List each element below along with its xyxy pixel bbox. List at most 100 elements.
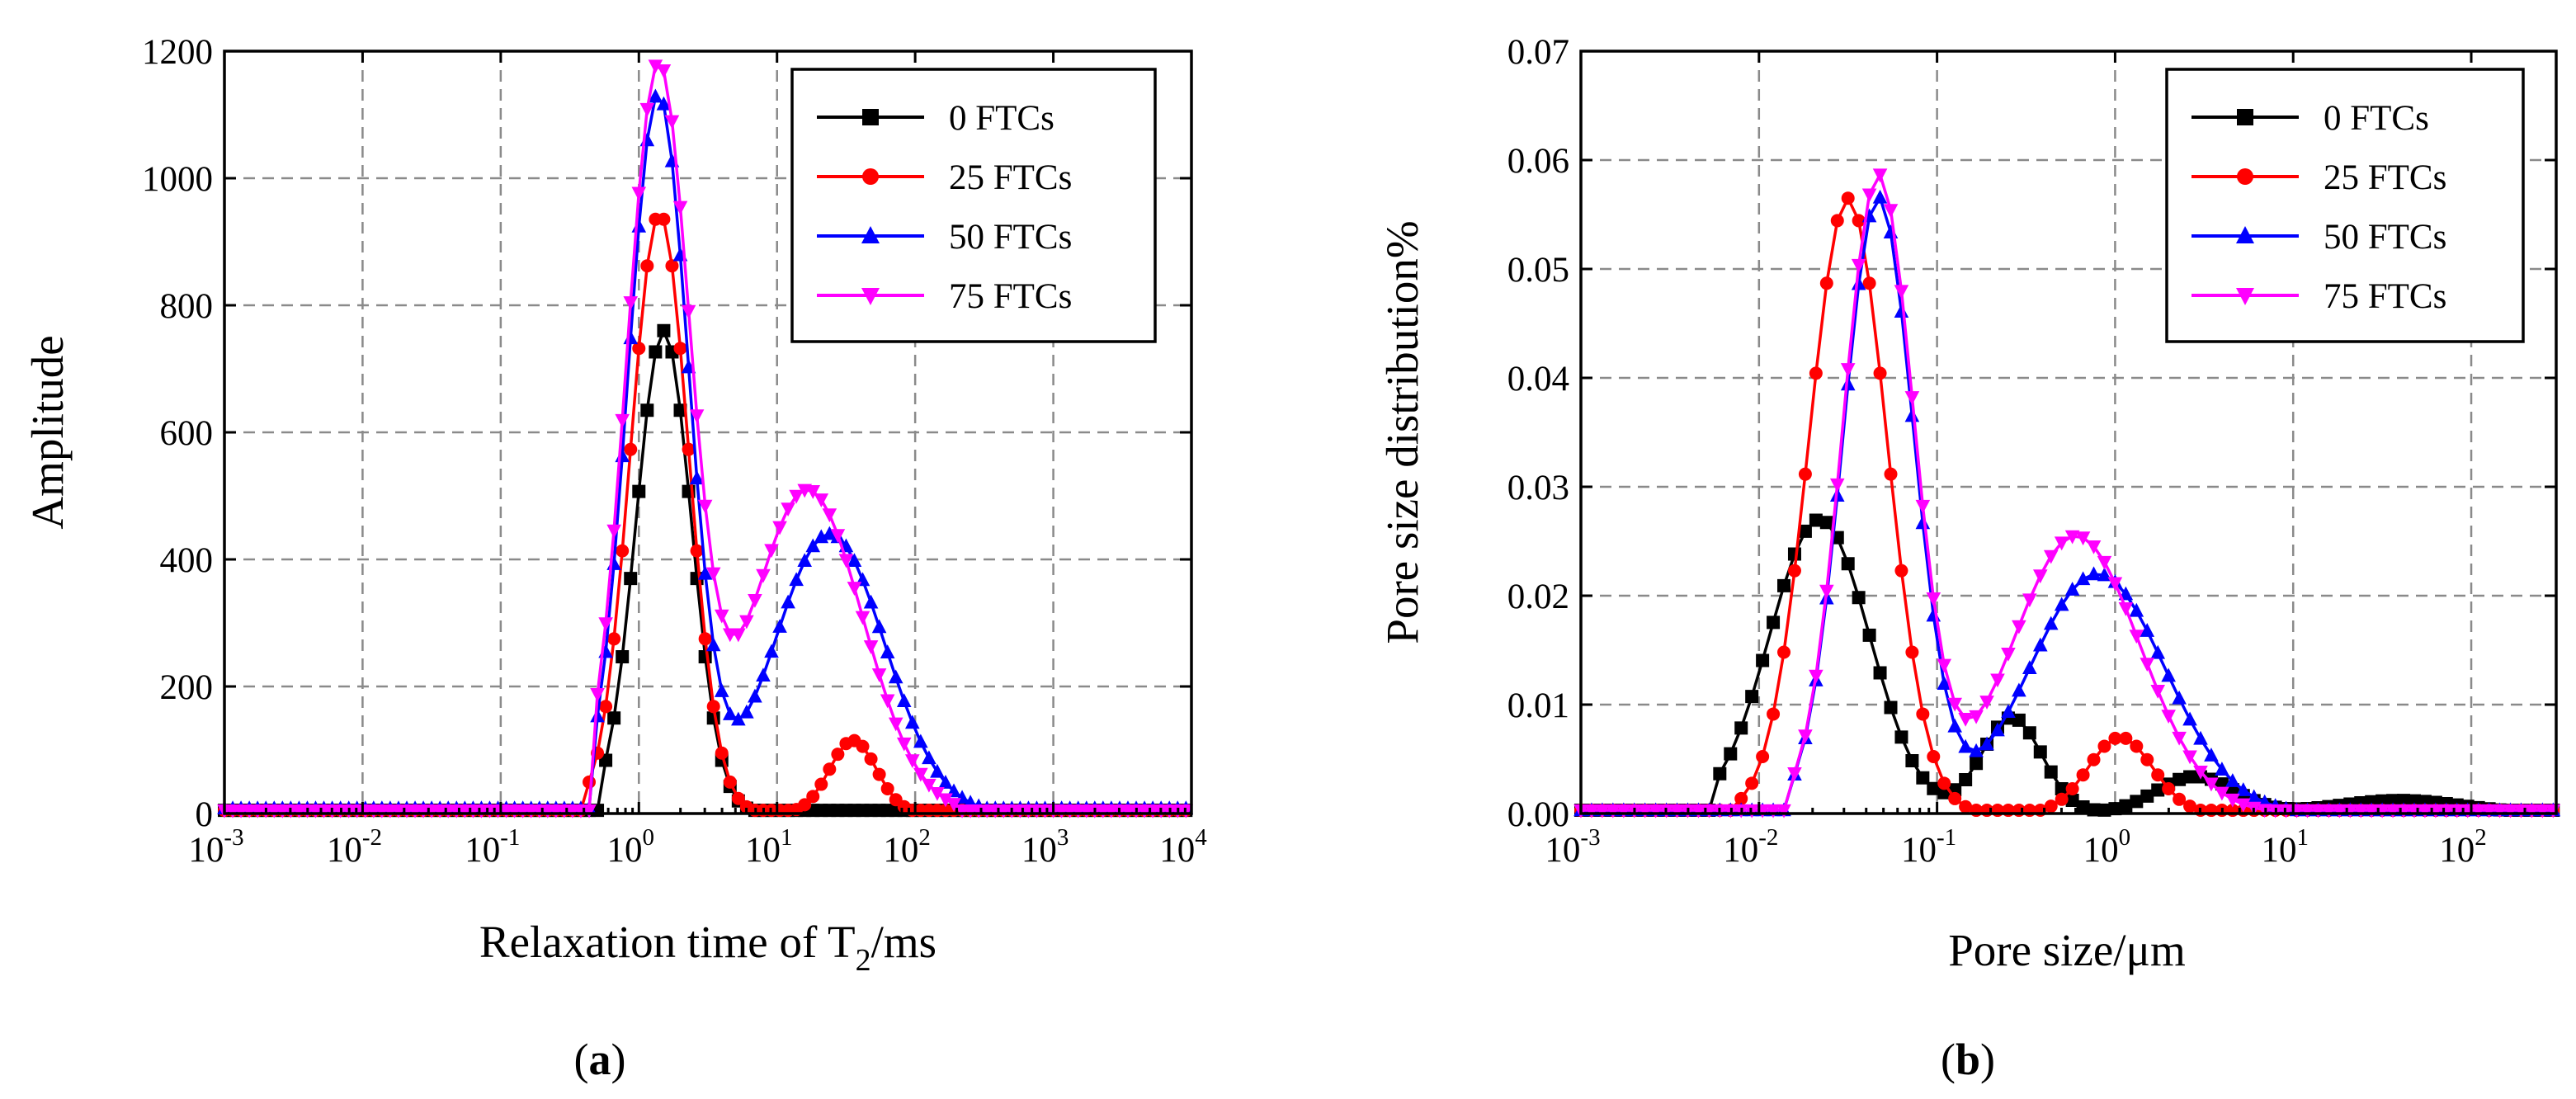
data-point xyxy=(2172,731,2187,746)
chart-b-ticks: 0.00 0.01 0.02 0.03 0.04 0.05 0.06 0.07 10-3 10-2… xyxy=(1507,33,2556,870)
data-point xyxy=(616,650,630,664)
chart-b: 0.00 0.01 0.02 0.03 0.04 0.05 0.06 0.07 10-3 10-2… xyxy=(1377,33,2561,1084)
data-point xyxy=(1862,628,1876,642)
data-point xyxy=(590,708,605,723)
data-point xyxy=(1852,214,1866,228)
x-tick-label: 10-2 xyxy=(327,824,382,870)
data-point xyxy=(2076,768,2090,782)
y-tick-label: 0.07 xyxy=(1507,33,1569,72)
data-point xyxy=(748,688,762,703)
data-point xyxy=(2183,799,2197,814)
data-point xyxy=(1669,804,1685,818)
data-point xyxy=(2225,773,2240,787)
data-point xyxy=(922,750,937,765)
data-point xyxy=(1872,168,1888,183)
data-point xyxy=(1584,804,1599,818)
data-point xyxy=(1809,669,1823,684)
data-point xyxy=(2044,799,2058,814)
data-point xyxy=(583,775,597,789)
data-point xyxy=(772,619,787,633)
data-point xyxy=(714,683,729,697)
data-point xyxy=(623,296,639,310)
data-point xyxy=(2364,804,2379,818)
series-line xyxy=(1581,518,2554,812)
data-point xyxy=(1851,258,1866,273)
data-point xyxy=(2182,711,2197,726)
data-point xyxy=(2075,531,2091,546)
data-point xyxy=(938,775,953,789)
data-point xyxy=(2054,536,2069,551)
data-point xyxy=(1776,804,1791,818)
data-point xyxy=(632,342,646,356)
data-point xyxy=(1734,721,1748,735)
data-point xyxy=(2140,623,2155,637)
data-point xyxy=(1959,773,1973,787)
data-point xyxy=(1915,499,1931,514)
data-point xyxy=(1905,753,1919,767)
data-point xyxy=(789,572,804,587)
data-point xyxy=(789,489,804,504)
data-point xyxy=(624,442,638,456)
data-point xyxy=(1862,276,1876,290)
data-point xyxy=(1883,224,1899,238)
data-point xyxy=(2012,713,2026,727)
data-point xyxy=(805,538,821,553)
data-point xyxy=(639,102,655,117)
data-point xyxy=(830,529,846,544)
y-tick-label: 0.01 xyxy=(1507,686,1569,725)
x-tick-label: 100 xyxy=(607,824,655,870)
data-point xyxy=(690,544,704,558)
data-point xyxy=(2150,644,2166,659)
data-point xyxy=(2022,726,2036,740)
data-point xyxy=(2033,745,2047,759)
data-point xyxy=(697,565,713,580)
data-point xyxy=(616,544,630,558)
data-point xyxy=(731,791,745,805)
data-point xyxy=(871,619,887,634)
chart-b-plot-frame xyxy=(1579,50,2558,815)
data-point xyxy=(748,593,762,608)
data-point xyxy=(764,644,779,658)
data-point xyxy=(656,96,672,111)
data-point xyxy=(1756,653,1770,667)
data-point xyxy=(606,556,621,570)
data-point xyxy=(2236,782,2251,796)
data-point xyxy=(2386,794,2400,808)
data-point xyxy=(798,798,812,812)
data-point xyxy=(1948,791,1962,805)
legend-item: 0 FTCs xyxy=(2191,99,2429,138)
x-tick-label: 102 xyxy=(2439,824,2487,870)
legend-label: 75 FTCs xyxy=(949,277,1072,316)
data-point xyxy=(1872,189,1888,204)
data-point xyxy=(938,793,953,808)
y-tick-label: 0 xyxy=(196,795,214,834)
data-point xyxy=(822,526,837,540)
data-point xyxy=(2022,593,2037,608)
data-point xyxy=(714,609,729,624)
data-point xyxy=(1767,616,1781,630)
legend-item: 0 FTCs xyxy=(817,99,1054,138)
x-tick-label: 10-3 xyxy=(188,824,243,870)
data-point xyxy=(888,669,903,684)
legend-label: 50 FTCs xyxy=(949,218,1072,257)
data-point xyxy=(797,553,812,568)
x-tick-label: 102 xyxy=(883,824,931,870)
data-point xyxy=(706,700,720,714)
legend-marker xyxy=(862,109,879,125)
data-point xyxy=(847,582,862,596)
data-point xyxy=(698,632,712,646)
data-point xyxy=(1819,516,1833,530)
data-point xyxy=(632,484,646,498)
legend-marker xyxy=(862,168,879,185)
data-point xyxy=(2151,783,2165,797)
data-point xyxy=(913,767,928,782)
x-tick-label: 10-1 xyxy=(1901,824,1956,870)
data-point xyxy=(2182,750,2197,765)
data-point xyxy=(847,553,862,568)
data-point xyxy=(2183,770,2197,784)
data-point xyxy=(1777,578,1791,592)
data-point xyxy=(1970,757,1984,771)
data-point xyxy=(673,403,687,417)
legend-item: 25 FTCs xyxy=(817,158,1072,197)
data-point xyxy=(2140,789,2154,803)
